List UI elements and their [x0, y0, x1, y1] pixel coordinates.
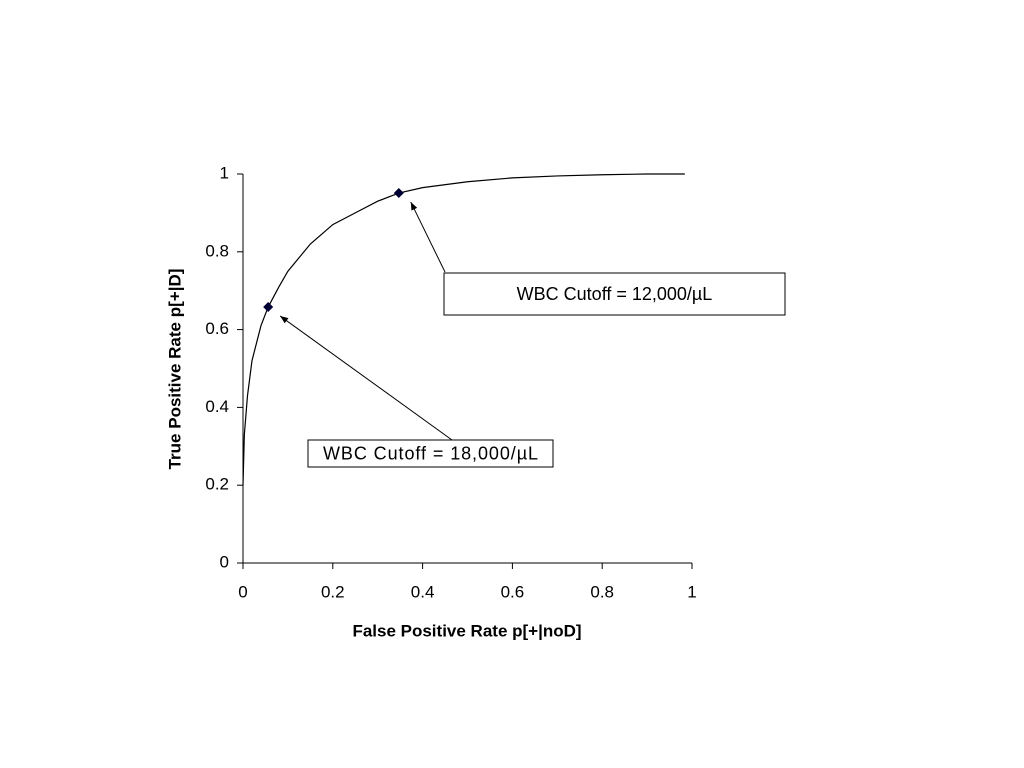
annotation-text: WBC Cutoff = 12,000/µL	[517, 284, 713, 304]
annotation-arrow	[279, 315, 453, 441]
x-axis-title: False Positive Rate p[+|noD]	[352, 621, 581, 640]
annotation-box	[443, 272, 786, 316]
y-tick-label: 1	[220, 163, 229, 182]
annotation-box	[307, 439, 554, 468]
x-tick-label: 0.8	[590, 582, 614, 601]
x-tick-label: 0.6	[501, 582, 525, 601]
x-tick-label: 1	[687, 582, 696, 601]
x-tick-label: 0	[238, 582, 247, 601]
y-tick-label: 0.4	[205, 397, 229, 416]
y-axis-title: True Positive Rate p[+|D]	[165, 269, 184, 470]
y-tick-label: 0.8	[205, 241, 229, 260]
x-tick-label: 0.2	[321, 582, 345, 601]
y-tick-label: 0	[220, 552, 229, 571]
y-tick-label: 0.6	[205, 319, 229, 338]
point-marker	[263, 302, 274, 313]
x-tick-label: 0.4	[411, 582, 435, 601]
roc-curve	[242, 173, 685, 486]
annotation-arrow	[410, 201, 446, 273]
annotation-text: WBC Cutoff = 18,000/µL	[323, 443, 538, 463]
point-marker	[393, 188, 404, 199]
y-tick-label: 0.2	[205, 475, 229, 494]
